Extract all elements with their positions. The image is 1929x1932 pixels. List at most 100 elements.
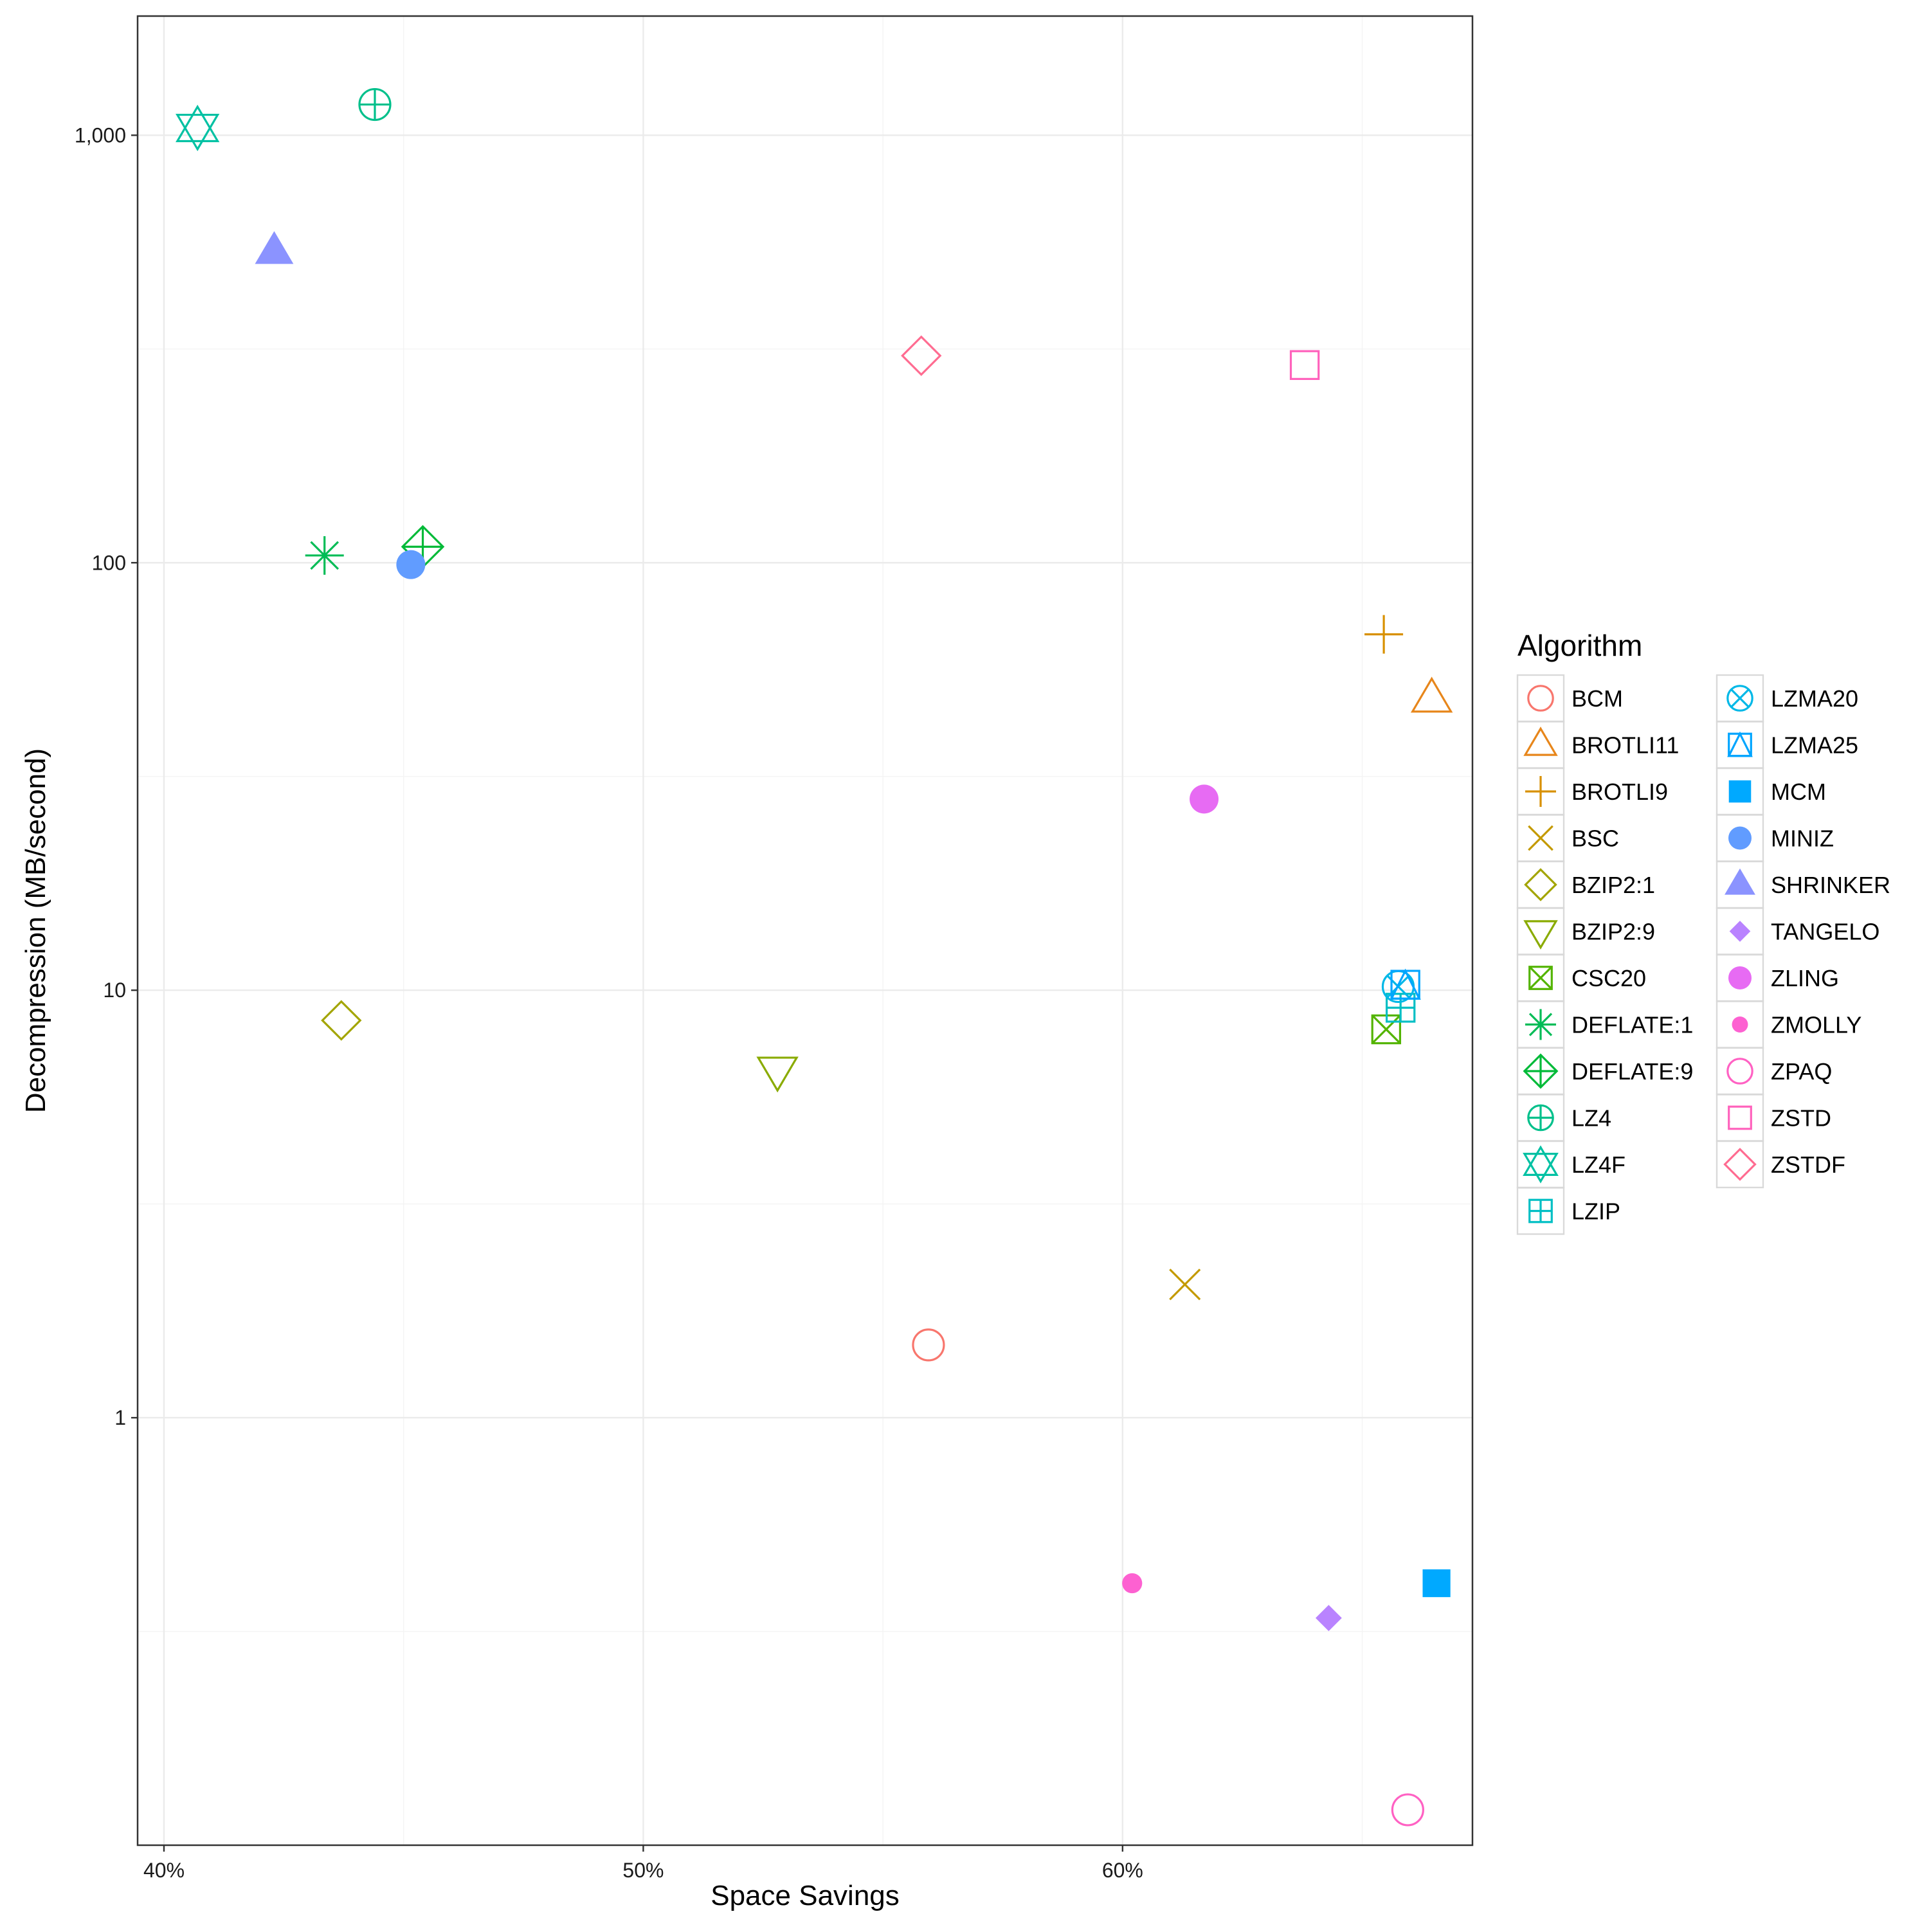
marker-triangle	[255, 231, 294, 264]
marker-diamond	[1315, 1605, 1342, 1632]
marker-circle	[1527, 685, 1554, 712]
major-gridlines	[138, 16, 1472, 1845]
point-lz4	[358, 87, 392, 122]
legend-marker	[1525, 776, 1556, 807]
point-miniz	[396, 550, 426, 579]
legend-item-bzip2-1: BZIP2:1	[1516, 860, 1655, 909]
marker-diamond	[1723, 1148, 1757, 1181]
marker-diamond	[1729, 921, 1751, 942]
marker-cross-b	[1169, 1268, 1201, 1301]
point-bcm	[912, 1328, 945, 1362]
marker-diamond	[321, 1000, 362, 1041]
legend-marker	[1726, 1058, 1753, 1085]
data-points	[176, 87, 1453, 1827]
y-tick-label: 1	[114, 1406, 126, 1429]
legend-marker	[1729, 921, 1751, 942]
legend-marker	[1728, 1105, 1752, 1130]
point-deflate-1	[305, 536, 344, 575]
legend-label: SHRINKER	[1771, 872, 1890, 898]
plot-panel	[138, 16, 1472, 1845]
x-axis-title: Space Savings	[711, 1880, 900, 1911]
marker-circle	[1726, 685, 1753, 712]
y-tick-label: 100	[92, 551, 126, 574]
legend-item-bzip2-9: BZIP2:9	[1516, 907, 1655, 955]
y-tick-label: 1,000	[75, 123, 126, 147]
marker-triangle	[1727, 731, 1753, 757]
marker-square	[1728, 1105, 1752, 1130]
legend-label: CSC20	[1571, 965, 1646, 991]
marker-triangle	[1390, 968, 1421, 1000]
legend-marker	[1528, 825, 1553, 851]
legend: Algorithm BCM BROTLI11 BROTLI9 BSC BZIP2:1 BZ…	[1516, 629, 1890, 1235]
point-zstdf	[901, 335, 942, 376]
legend-label: DEFLATE:9	[1571, 1058, 1693, 1085]
legend-marker	[1527, 1104, 1554, 1132]
marker-triangle-down	[756, 1056, 799, 1093]
legend-item-lz4: LZ4	[1516, 1094, 1611, 1142]
point-shrinker	[255, 231, 294, 264]
legend-key	[1716, 721, 1764, 769]
legend-label: LZMA20	[1771, 685, 1858, 712]
legend-marker	[1525, 1009, 1556, 1040]
legend-label: BCM	[1571, 685, 1623, 712]
legend-item-deflate-9: DEFLATE:9	[1516, 1047, 1693, 1096]
point-bzip2-1	[321, 1000, 362, 1041]
plot-panel-border	[136, 15, 1474, 1846]
marker-circle	[1391, 1793, 1424, 1827]
marker-triangle	[176, 104, 220, 143]
y-tick-label: 10	[103, 979, 126, 1002]
point-brotli9	[1364, 615, 1404, 654]
legend-label: BSC	[1571, 826, 1619, 852]
marker-cross-b	[1528, 966, 1553, 990]
point-lzma25	[1390, 968, 1421, 1000]
legend-marker	[1523, 727, 1558, 756]
legend-item-csc20: CSC20	[1516, 953, 1646, 1002]
marker-triangle	[1725, 868, 1755, 895]
legend-marker	[1728, 966, 1752, 989]
point-lz4f	[176, 104, 220, 152]
legend-item-zling: ZLING	[1716, 953, 1839, 1002]
legend-item-zmolly: ZMOLLY	[1716, 1000, 1861, 1049]
legend-label: MINIZ	[1771, 826, 1834, 852]
marker-square	[1422, 1569, 1451, 1598]
marker-circle	[1726, 1058, 1753, 1085]
legend-key	[1716, 1094, 1764, 1142]
legend-label: TANGELO	[1771, 919, 1879, 945]
legend-marker	[1524, 868, 1557, 901]
legend-item-bsc: BSC	[1516, 814, 1619, 862]
marker-asterisk-b	[310, 541, 340, 570]
legend-title: Algorithm	[1517, 629, 1642, 662]
x-tick-label: 40%	[143, 1859, 185, 1882]
legend-label: ZPAQ	[1771, 1058, 1832, 1085]
marker-square	[1728, 780, 1752, 803]
legend-marker	[1727, 731, 1753, 757]
legend-label: ZLING	[1771, 965, 1839, 991]
marker-cross-b	[1528, 825, 1553, 851]
legend-key	[1716, 1047, 1764, 1096]
legend-label: LZ4F	[1571, 1151, 1626, 1178]
point-bzip2-9	[756, 1056, 799, 1093]
marker-cross-b	[1372, 1015, 1401, 1044]
y-axis-title: Decompression (MB/second)	[20, 748, 51, 1113]
legend-label: MCM	[1771, 779, 1826, 805]
point-zstd	[1289, 350, 1320, 381]
legend-marker	[1728, 826, 1752, 850]
legend-marker	[1527, 685, 1554, 712]
legend-marker	[1528, 966, 1553, 990]
legend-label: BZIP2:9	[1571, 919, 1655, 945]
legend-marker	[1728, 780, 1752, 803]
marker-diamond	[1524, 868, 1557, 901]
legend-item-tangelo: TANGELO	[1716, 907, 1879, 955]
legend-marker	[1725, 868, 1755, 895]
point-zling	[1190, 784, 1219, 814]
legend-label: BROTLI9	[1571, 779, 1668, 805]
point-brotli11	[1410, 676, 1453, 713]
point-zpaq	[1391, 1793, 1424, 1827]
legend-label: BROTLI11	[1571, 732, 1679, 759]
legend-item-bcm: BCM	[1516, 674, 1623, 723]
marker-circle	[1728, 966, 1752, 989]
legend-label: BZIP2:1	[1571, 872, 1655, 898]
marker-triangle	[1523, 1145, 1559, 1176]
